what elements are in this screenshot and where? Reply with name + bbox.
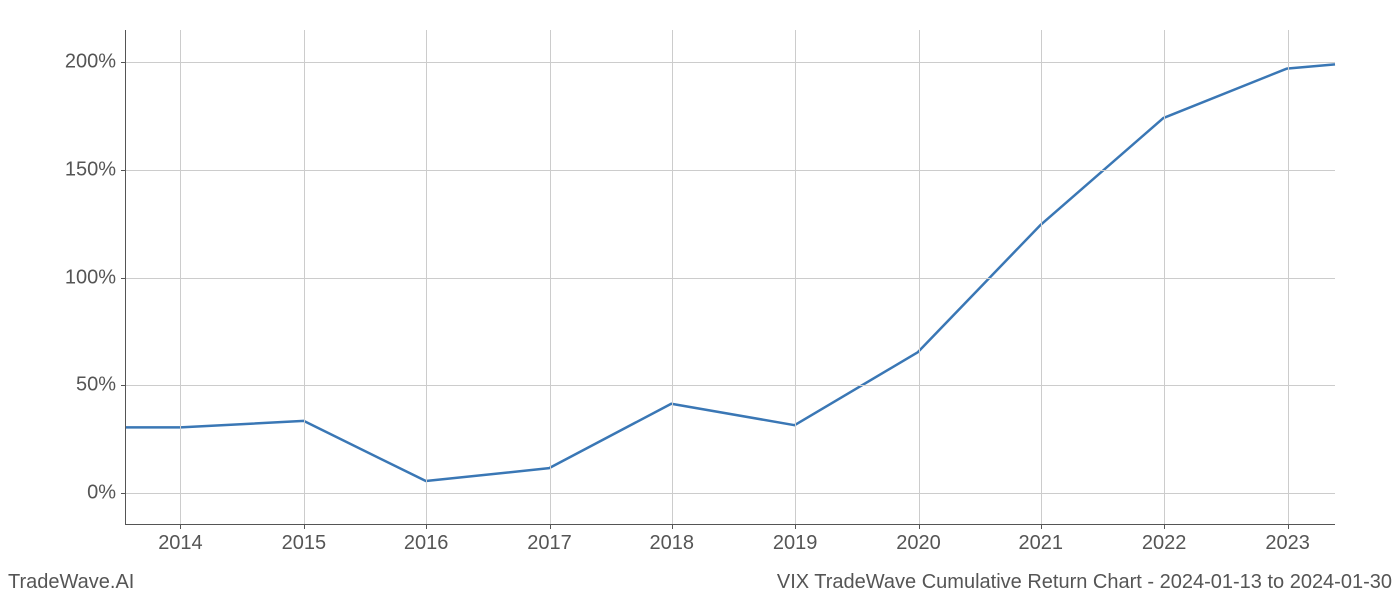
- gridline-vertical: [550, 30, 551, 524]
- chart-container: 0%50%100%150%200%20142015201620172018201…: [125, 30, 1335, 525]
- ytick-mark: [121, 493, 126, 494]
- gridline-vertical: [672, 30, 673, 524]
- gridline-horizontal: [126, 62, 1335, 63]
- xtick-label: 2015: [282, 532, 327, 555]
- xtick-label: 2022: [1142, 532, 1187, 555]
- plot-area: 0%50%100%150%200%20142015201620172018201…: [125, 30, 1335, 525]
- xtick-mark: [426, 524, 427, 529]
- xtick-label: 2020: [896, 532, 941, 555]
- ytick-mark: [121, 278, 126, 279]
- ytick-label: 0%: [87, 481, 116, 504]
- xtick-label: 2017: [527, 532, 572, 555]
- ytick-label: 100%: [65, 266, 116, 289]
- ytick-mark: [121, 62, 126, 63]
- xtick-label: 2014: [158, 532, 203, 555]
- gridline-horizontal: [126, 170, 1335, 171]
- gridline-vertical: [1041, 30, 1042, 524]
- xtick-mark: [795, 524, 796, 529]
- xtick-mark: [1288, 524, 1289, 529]
- gridline-horizontal: [126, 278, 1335, 279]
- ytick-mark: [121, 385, 126, 386]
- xtick-label: 2023: [1265, 532, 1310, 555]
- xtick-label: 2021: [1019, 532, 1064, 555]
- ytick-label: 200%: [65, 51, 116, 74]
- footer-caption: VIX TradeWave Cumulative Return Chart - …: [777, 571, 1392, 594]
- xtick-mark: [672, 524, 673, 529]
- gridline-horizontal: [126, 385, 1335, 386]
- gridline-vertical: [919, 30, 920, 524]
- xtick-mark: [919, 524, 920, 529]
- gridline-horizontal: [126, 493, 1335, 494]
- xtick-mark: [180, 524, 181, 529]
- xtick-mark: [1041, 524, 1042, 529]
- gridline-vertical: [795, 30, 796, 524]
- ytick-label: 50%: [76, 374, 116, 397]
- ytick-label: 150%: [65, 158, 116, 181]
- xtick-label: 2019: [773, 532, 818, 555]
- xtick-mark: [304, 524, 305, 529]
- gridline-vertical: [426, 30, 427, 524]
- gridline-vertical: [180, 30, 181, 524]
- xtick-label: 2016: [404, 532, 449, 555]
- xtick-mark: [550, 524, 551, 529]
- ytick-mark: [121, 170, 126, 171]
- footer-brand: TradeWave.AI: [8, 571, 134, 594]
- gridline-vertical: [304, 30, 305, 524]
- series-line: [126, 64, 1335, 481]
- gridline-vertical: [1164, 30, 1165, 524]
- xtick-mark: [1164, 524, 1165, 529]
- xtick-label: 2018: [649, 532, 694, 555]
- gridline-vertical: [1288, 30, 1289, 524]
